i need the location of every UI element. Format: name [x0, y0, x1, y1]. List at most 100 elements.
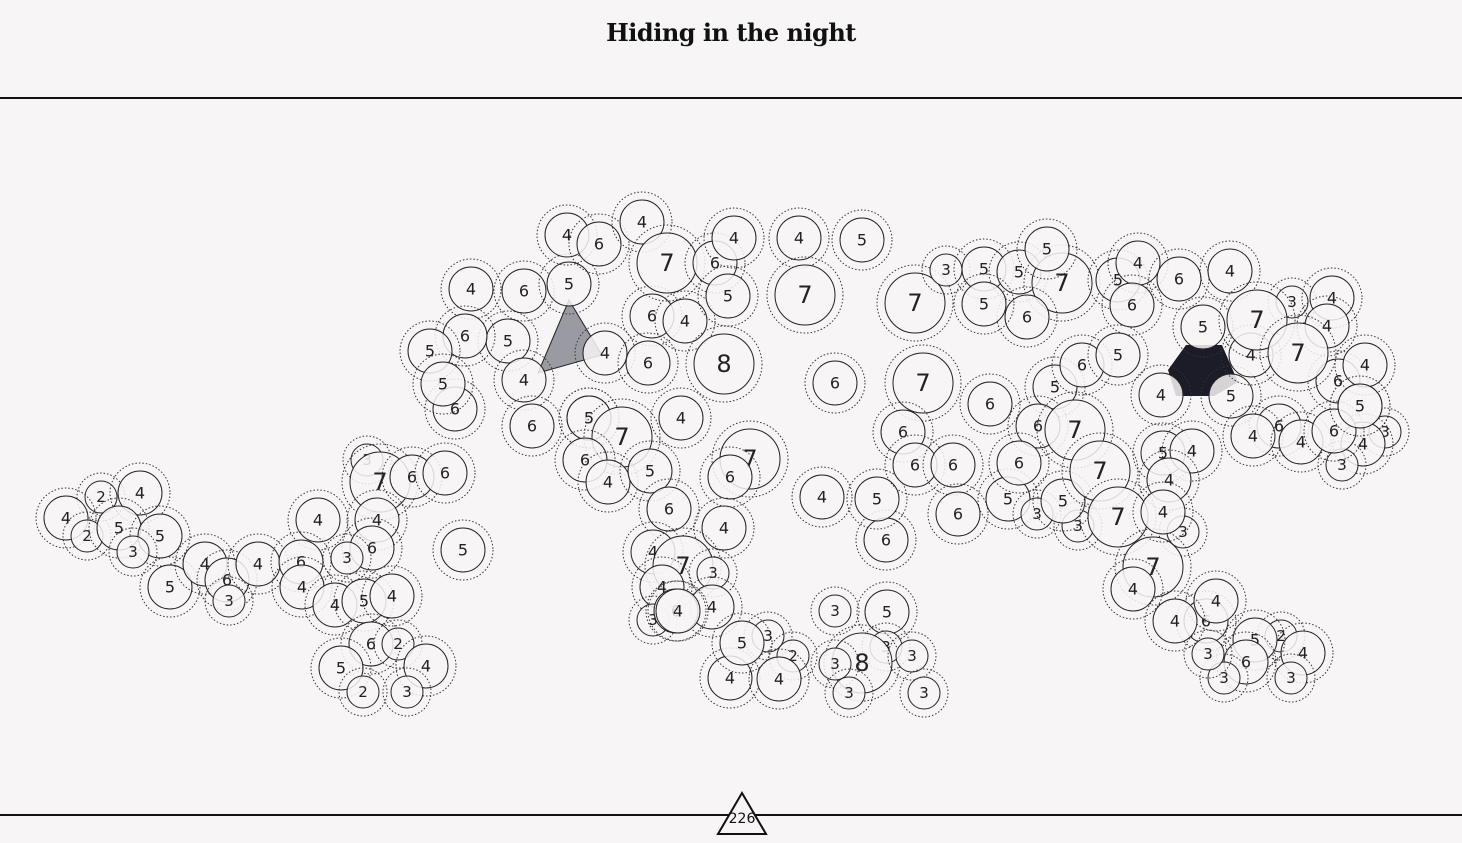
puzzle-node[interactable]: 7 [876, 264, 954, 342]
node-circle[interactable] [812, 360, 858, 406]
puzzle-node[interactable]: 8 [685, 325, 763, 403]
node-circle[interactable] [930, 442, 976, 488]
node-circle[interactable] [585, 459, 631, 505]
node-circle[interactable] [907, 676, 941, 710]
puzzle-node[interactable]: 4 [1185, 570, 1247, 632]
node-circle[interactable] [1156, 256, 1202, 302]
node-circle[interactable] [1230, 413, 1276, 459]
puzzle-node[interactable]: 4 [577, 451, 639, 513]
node-circle[interactable] [546, 261, 592, 307]
puzzle-node[interactable]: 7 [628, 224, 706, 302]
puzzle-node[interactable]: 4 [1130, 364, 1192, 426]
node-circle[interactable] [390, 675, 424, 709]
puzzle-node[interactable]: 5 [711, 612, 773, 674]
node-circle[interactable] [346, 675, 380, 709]
puzzle-node[interactable]: 6 [493, 260, 555, 322]
node-circle[interactable] [330, 541, 364, 575]
puzzle-node[interactable]: 7 [766, 256, 844, 334]
puzzle-node[interactable]: 5 [697, 265, 759, 327]
puzzle-node[interactable]: 6 [927, 483, 989, 545]
puzzle-node[interactable]: 4 [650, 387, 712, 449]
puzzle-node[interactable]: 5 [619, 440, 681, 502]
node-circle[interactable] [147, 564, 193, 610]
puzzle-node[interactable]: 3 [204, 576, 254, 626]
puzzle-node[interactable]: 2 [62, 511, 112, 561]
node-circle[interactable] [701, 505, 747, 551]
puzzle-node[interactable]: 4 [1132, 481, 1194, 543]
node-circle[interactable] [996, 440, 1042, 486]
node-circle[interactable] [1191, 637, 1225, 671]
node-circle[interactable] [892, 352, 954, 414]
node-circle[interactable] [1109, 282, 1155, 328]
node-circle[interactable] [967, 381, 1013, 427]
node-circle[interactable] [619, 199, 665, 245]
puzzle-node[interactable]: 3 [382, 667, 432, 717]
node-circle[interactable] [501, 268, 547, 314]
puzzle-node[interactable]: 4 [493, 349, 555, 411]
puzzle-node[interactable]: 6 [617, 332, 679, 394]
node-circle[interactable] [1208, 373, 1254, 419]
node-circle[interactable] [1040, 478, 1086, 524]
node-circle[interactable] [662, 298, 708, 344]
puzzle-node[interactable]: 7 [884, 344, 962, 422]
node-circle[interactable] [799, 474, 845, 520]
puzzle-node[interactable]: 5 [831, 209, 893, 271]
puzzle-node[interactable]: 5 [1172, 296, 1234, 358]
node-circle[interactable] [895, 639, 929, 673]
node-circle[interactable] [1337, 383, 1383, 429]
node-circle[interactable] [1267, 322, 1329, 384]
node-circle[interactable] [711, 215, 757, 261]
puzzle-node[interactable]: 4 [703, 207, 765, 269]
node-circle[interactable] [1193, 578, 1239, 624]
node-circle[interactable] [655, 588, 701, 634]
puzzle-node[interactable]: 3 [921, 245, 971, 295]
puzzle-node[interactable]: 5 [139, 556, 201, 618]
puzzle-node[interactable]: 6 [501, 395, 563, 457]
node-circle[interactable] [369, 573, 415, 619]
node-circle[interactable] [84, 480, 118, 514]
puzzle-node[interactable]: 4 [654, 290, 716, 352]
node-circle[interactable] [818, 594, 852, 628]
node-circle[interactable] [212, 584, 246, 618]
node-circle[interactable] [1207, 248, 1253, 294]
puzzle-node[interactable]: 5 [1200, 365, 1262, 427]
node-circle[interactable] [961, 281, 1007, 327]
puzzle-node[interactable]: 6 [638, 478, 700, 540]
puzzle-node[interactable]: 3 [1183, 629, 1233, 679]
puzzle-node[interactable]: 4 [1144, 590, 1206, 652]
puzzle-node[interactable]: 3 [1199, 653, 1249, 703]
puzzle-node[interactable]: 3 [899, 668, 949, 718]
node-circle[interactable] [1274, 661, 1308, 695]
puzzle-node[interactable]: 4 [574, 322, 636, 384]
puzzle-node[interactable]: 6 [996, 286, 1058, 348]
puzzle-node[interactable]: 7 [1218, 281, 1296, 359]
puzzle-node[interactable]: 3 [1317, 440, 1367, 490]
node-circle[interactable] [646, 486, 692, 532]
node-circle[interactable] [116, 535, 150, 569]
puzzle-node[interactable]: 4 [693, 497, 755, 559]
puzzle-node[interactable]: 4 [791, 466, 853, 528]
node-circle[interactable] [776, 215, 822, 261]
puzzle-node[interactable]: 4 [611, 191, 673, 253]
puzzle-node[interactable]: 6 [1148, 248, 1210, 310]
node-circle[interactable] [627, 448, 673, 494]
puzzle-node[interactable]: 5 [856, 581, 918, 643]
puzzle-node[interactable]: 4 [287, 489, 349, 551]
node-circle[interactable] [774, 264, 836, 326]
puzzle-node[interactable]: 2 [373, 619, 423, 669]
node-circle[interactable] [1180, 304, 1226, 350]
puzzle-node[interactable]: 5 [412, 353, 474, 415]
node-circle[interactable] [832, 676, 866, 710]
puzzle-node[interactable]: 6 [804, 352, 866, 414]
node-circle[interactable] [1095, 332, 1141, 378]
node-circle[interactable] [582, 330, 628, 376]
node-circle[interactable] [1110, 566, 1156, 612]
node-circle[interactable] [1138, 372, 1184, 418]
puzzle-node[interactable]: 5 [477, 310, 539, 372]
puzzle-node[interactable]: 6 [568, 213, 630, 275]
puzzle-node[interactable]: 4 [361, 565, 423, 627]
puzzle-node[interactable]: 4 [647, 580, 709, 642]
node-circle[interactable] [403, 643, 449, 689]
puzzle-node[interactable]: 2 [76, 472, 126, 522]
node-circle[interactable] [448, 266, 494, 312]
